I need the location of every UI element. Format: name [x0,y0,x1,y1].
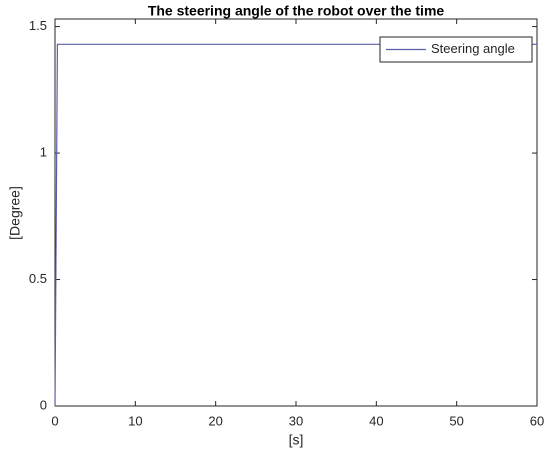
y-axis-label: [Degree] [7,186,23,240]
x-tick-label: 0 [51,413,58,428]
x-tick-label: 60 [530,413,544,428]
plot-area [54,18,538,407]
data-line [54,43,537,407]
x-tick-label: 20 [208,413,222,428]
y-tick-label: 1 [40,144,47,159]
y-tick-label: 1.5 [29,18,47,33]
x-tick-label: 30 [289,413,303,428]
x-axis-label: [s] [289,432,304,448]
y-tick-label: 0.5 [29,271,47,286]
x-tick-label: 10 [128,413,142,428]
legend-label: Steering angle [431,41,515,56]
chart-title: The steering angle of the robot over the… [148,3,445,19]
x-tick-label: 50 [449,413,463,428]
y-tick-label: 0 [40,397,47,412]
x-tick-label: 40 [369,413,383,428]
